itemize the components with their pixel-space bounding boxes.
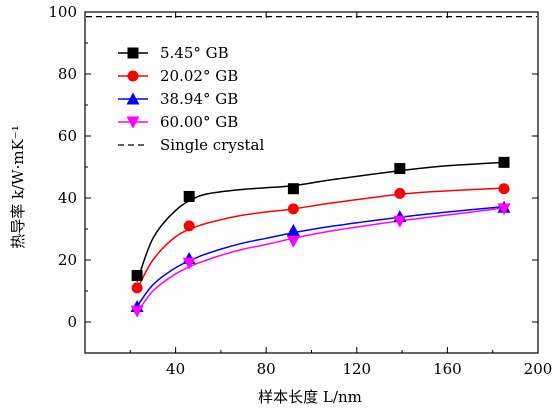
data-point-s1: [498, 156, 510, 168]
legend-label-1: 5.45° GB: [160, 44, 229, 62]
data-point-s4: [497, 203, 511, 216]
legend-label-2: 20.02° GB: [160, 67, 238, 85]
data-point-s3: [286, 224, 300, 237]
x-axis-label: 样本长度 L/nm: [258, 388, 362, 406]
y-tick-label: 60: [58, 127, 77, 145]
data-point-s4: [130, 305, 144, 318]
data-point-s1: [287, 183, 299, 195]
data-point-s4: [286, 235, 300, 248]
data-point-s2: [498, 183, 510, 195]
data-point-s2: [131, 282, 143, 294]
x-tick-label: 200: [524, 360, 553, 378]
data-point-s4: [393, 215, 407, 228]
x-tick-label: 160: [433, 360, 462, 378]
data-point-s2: [394, 187, 406, 199]
legend-marker-1: [127, 47, 139, 59]
legend-label-4: 60.00° GB: [160, 113, 238, 131]
data-points: [130, 156, 511, 318]
legend-marker-2: [127, 70, 139, 82]
data-point-s1: [131, 270, 143, 281]
y-tick-label: 100: [48, 3, 77, 21]
x-tick-label: 80: [257, 360, 276, 378]
data-point-s2: [287, 203, 299, 215]
y-axis-label: 热导率 k/W·mK⁻¹: [9, 125, 27, 248]
data-point-s1: [394, 163, 406, 175]
x-tick-label: 120: [342, 360, 371, 378]
data-point-s2: [183, 220, 195, 232]
y-tick-label: 40: [58, 189, 77, 207]
legend-marker-3: [126, 92, 140, 105]
x-tick-label: 40: [166, 360, 185, 378]
data-point-s1: [183, 190, 195, 202]
legend: 5.45° GB 20.02° GB 38.94° GB 60.00° GB Singl…: [118, 44, 264, 154]
data-point-s4: [182, 257, 196, 270]
y-tick-label: 80: [58, 65, 77, 83]
fit-curves: [136, 161, 505, 314]
fit-curve-2: [136, 187, 505, 290]
y-tick-label: 0: [67, 313, 77, 331]
legend-label-3: 38.94° GB: [160, 90, 238, 108]
legend-marker-4: [126, 116, 140, 129]
axis-ticks: 40 80 120 160 200 0 20 40 60 80 100: [48, 3, 552, 378]
legend-label-single-crystal: Single crystal: [160, 136, 264, 154]
y-tick-label: 20: [58, 251, 77, 269]
